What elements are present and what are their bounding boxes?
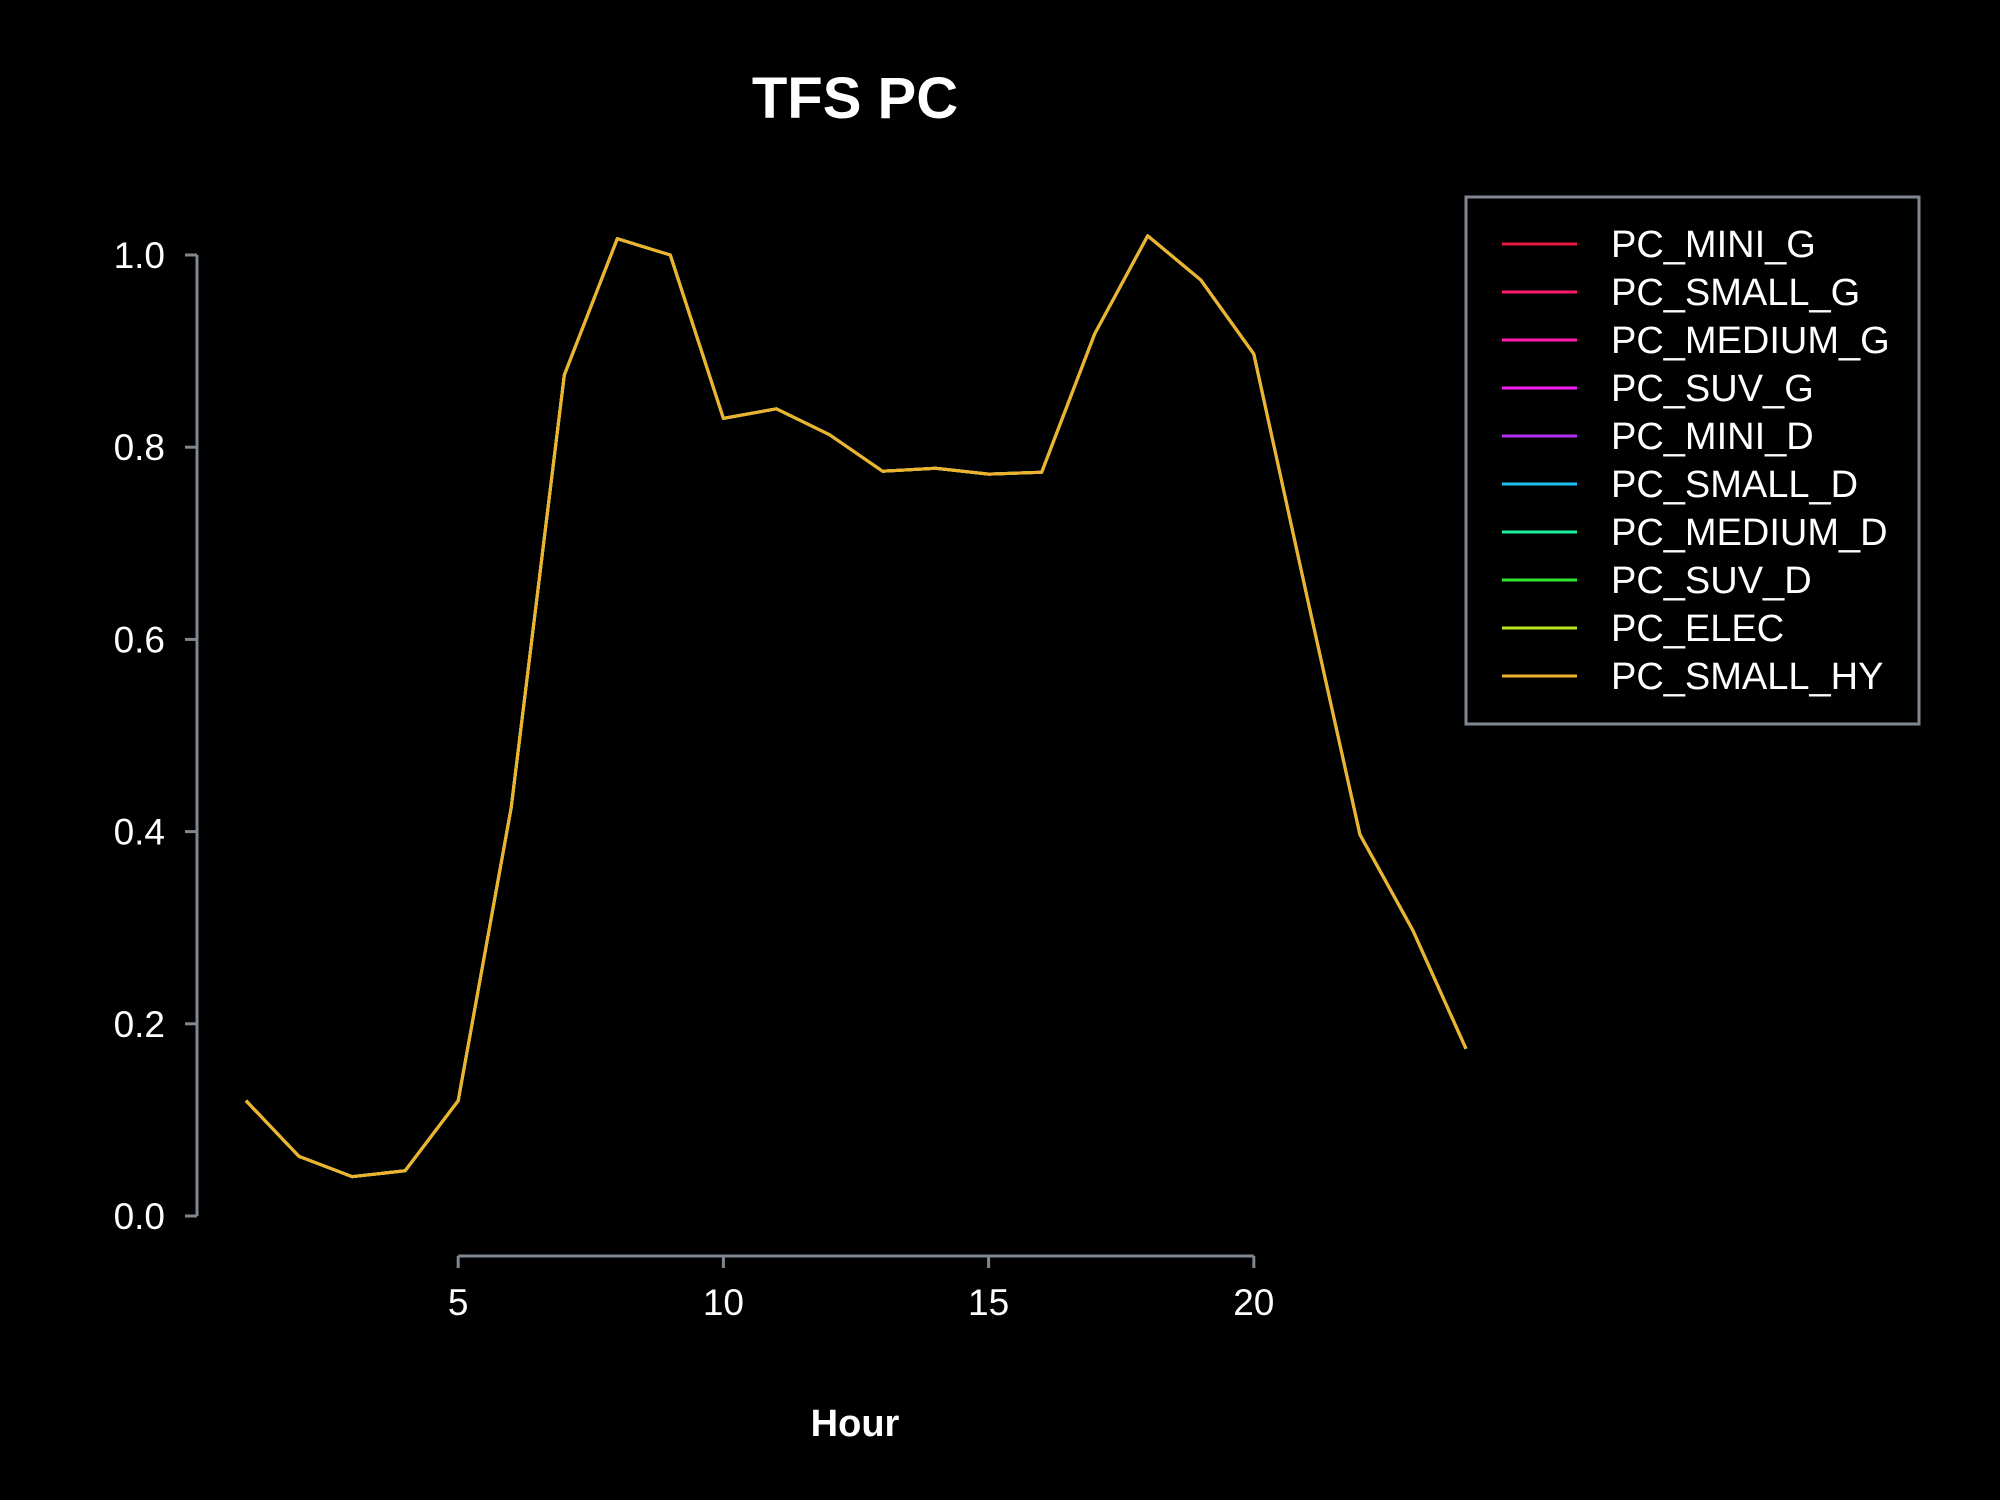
y-tick-label: 0.6 [114, 619, 165, 660]
legend-label-pc-medium-g: PC_MEDIUM_G [1611, 320, 1890, 362]
y-tick-label: 0.2 [114, 1004, 165, 1045]
legend-label-pc-small-g: PC_SMALL_G [1611, 272, 1860, 314]
x-tick-label: 20 [1233, 1282, 1274, 1323]
legend: PC_MINI_G PC_SMALL_G PC_MEDIUM_G PC_SUV_G PC… [1464, 195, 1921, 726]
legend-label-pc-mini-g: PC_MINI_G [1611, 224, 1816, 266]
legend-label-pc-mini-d: PC_MINI_D [1611, 416, 1814, 458]
x-axis-label: Hour [811, 1403, 900, 1445]
legend-label-pc-small-hy: PC_SMALL_HY [1611, 656, 1883, 698]
legend-label-pc-small-d: PC_SMALL_D [1611, 464, 1858, 506]
x-tick-label: 5 [448, 1282, 469, 1323]
y-tick-label: 0.8 [114, 427, 165, 468]
y-tick-label: 1.0 [114, 235, 165, 276]
chart-title: TFS PC [752, 66, 958, 131]
legend-label-pc-elec: PC_ELEC [1611, 608, 1784, 650]
x-tick-label: 15 [968, 1282, 1009, 1323]
x-tick-label: 10 [703, 1282, 744, 1323]
y-tick-label: 0.0 [114, 1196, 165, 1237]
legend-label-pc-suv-d: PC_SUV_D [1611, 560, 1812, 602]
legend-label-pc-medium-d: PC_MEDIUM_D [1611, 512, 1888, 554]
y-tick-label: 0.4 [114, 812, 165, 853]
legend-label-pc-suv-g: PC_SUV_G [1611, 368, 1814, 410]
legend-items: PC_MINI_G PC_SMALL_G PC_MEDIUM_G PC_SUV_G PC… [1502, 224, 1890, 698]
plot-lines [244, 234, 1468, 1179]
legend-box [1464, 195, 1921, 726]
y-axis: 0.0 0.2 0.4 0.6 0.8 1.0 [114, 235, 199, 1237]
x-axis: 5 10 15 20 [448, 1254, 1274, 1323]
series-line-pc-small-hy [244, 234, 1468, 1179]
